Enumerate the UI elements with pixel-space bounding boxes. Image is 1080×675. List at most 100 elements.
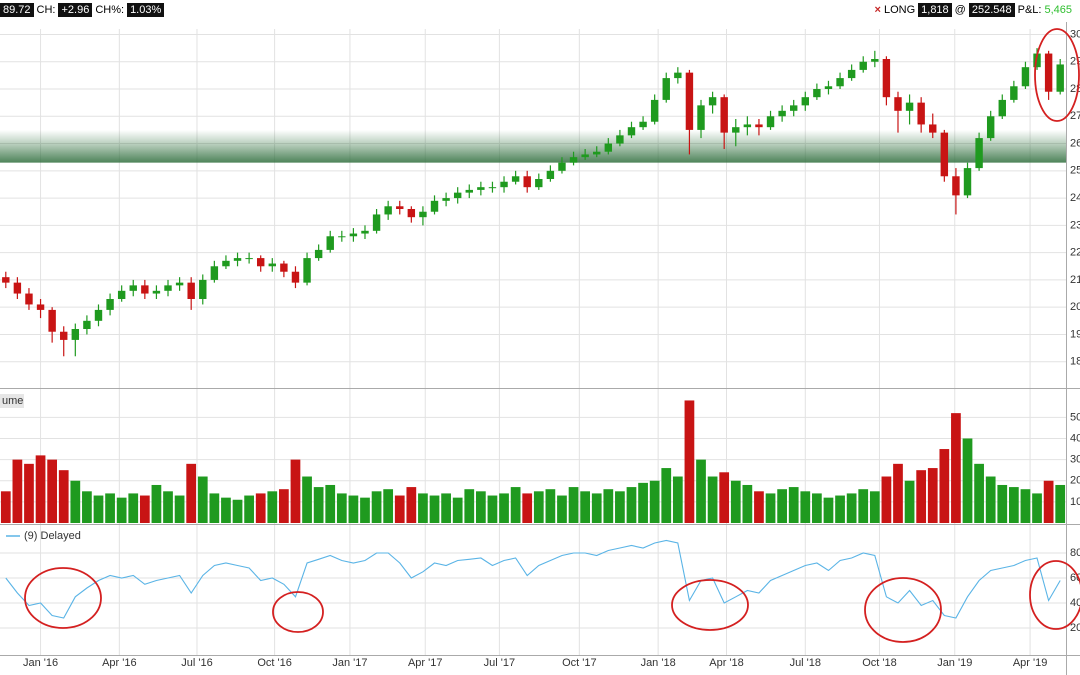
y-tick-label: 200 — [1070, 301, 1080, 313]
volume-bar — [846, 493, 857, 523]
candle-body — [280, 263, 288, 272]
x-tick-label: Jan '16 — [23, 657, 58, 669]
support-zone — [0, 129, 1066, 163]
candle-body — [975, 138, 983, 169]
volume-bar — [638, 482, 648, 523]
candle-body — [106, 299, 114, 310]
candle-body — [511, 176, 520, 182]
candle-body — [1044, 53, 1053, 92]
volume-bar — [730, 480, 741, 523]
legend-label: (9) Delayed — [24, 530, 81, 542]
candle-body — [372, 214, 381, 231]
volume-bar — [858, 489, 869, 523]
x-tick-label: Jul '17 — [484, 657, 515, 669]
candle-body — [569, 157, 578, 163]
volume-bar — [568, 487, 579, 523]
entry-price: 252.548 — [968, 3, 1015, 17]
volume-bar — [649, 480, 660, 523]
x-tick-label: Apr '19 — [1013, 657, 1048, 669]
candle-body — [546, 170, 555, 179]
candle-body — [604, 143, 613, 152]
candle-body — [963, 168, 972, 196]
volume-bar — [939, 449, 950, 523]
volume-bar — [522, 493, 533, 523]
annotation-circle — [671, 579, 749, 631]
candle-body — [256, 258, 265, 267]
change-pct-label: CH%: — [95, 4, 125, 16]
candle-body — [1056, 64, 1064, 92]
volume-bar — [371, 491, 382, 523]
candle-body — [233, 258, 242, 261]
candle-body — [593, 151, 601, 155]
candle-body — [477, 187, 485, 190]
x-tick-label: Apr '16 — [102, 657, 137, 669]
candle-body — [129, 285, 137, 291]
volume-bar — [279, 489, 289, 523]
candle-body — [940, 132, 949, 177]
y-tick-label: 280 — [1070, 83, 1080, 95]
volume-bar — [221, 497, 231, 523]
candle-body — [164, 285, 172, 291]
y-tick-label: 40 — [1070, 597, 1080, 609]
x-tick-label: Jan '18 — [641, 657, 676, 669]
candle-body — [25, 293, 33, 305]
candle-body — [71, 329, 80, 340]
position: LONG — [883, 4, 916, 16]
volume-bar — [626, 487, 637, 523]
volume-bar — [487, 495, 498, 523]
candle-body — [60, 331, 68, 340]
volume-bar — [116, 497, 127, 523]
x-tick-label: Oct '16 — [257, 657, 292, 669]
volume-bar — [742, 484, 753, 523]
volume-bar — [163, 491, 173, 523]
annotation-circle — [1029, 560, 1080, 630]
volume-bar — [1008, 487, 1019, 523]
volume-bar — [174, 495, 185, 523]
candle-body — [500, 181, 508, 188]
y-tick-label: 40 — [1070, 432, 1080, 444]
candle-body — [905, 102, 914, 111]
annotation-circle — [1034, 28, 1080, 122]
volume-bar — [383, 489, 394, 523]
volume-bar — [788, 487, 799, 523]
candle-body — [789, 105, 798, 111]
volume-bar — [835, 495, 845, 523]
candle-body — [778, 110, 786, 117]
annotation-circle — [24, 567, 102, 629]
y-tick-label: 210 — [1070, 274, 1080, 286]
candle-body — [952, 176, 960, 196]
volume-bar — [812, 493, 822, 523]
candle-body — [488, 187, 497, 189]
candle-body — [36, 304, 45, 310]
volume-bar — [302, 476, 312, 523]
toolbar: 89.72 CH: +2.96 CH%: 1.03% × LONG 1,818 … — [0, 0, 1080, 22]
y-tick-label: 10 — [1070, 496, 1080, 508]
candle-body — [743, 124, 752, 128]
volume-bar — [765, 493, 776, 523]
volume-bar — [672, 476, 683, 523]
volume-bar — [881, 476, 892, 523]
candle-body — [48, 309, 56, 332]
volume-bar — [684, 400, 695, 523]
volume-bar — [128, 493, 139, 523]
volume-bar — [267, 491, 278, 523]
volume-bar — [603, 489, 614, 523]
close-position[interactable]: × — [874, 4, 881, 16]
indicator-line — [5, 539, 1061, 619]
volume-bar — [615, 491, 625, 523]
y-tick-label: 300 — [1070, 28, 1080, 40]
volume-bar — [105, 493, 115, 523]
volume-bar — [893, 463, 903, 523]
volume-bar — [777, 489, 787, 523]
candle-body — [766, 116, 775, 128]
candle-body — [894, 97, 902, 111]
candle-body — [813, 89, 821, 98]
volume-bar — [1032, 493, 1042, 523]
candle-body — [453, 192, 462, 199]
volume-bar — [464, 489, 475, 523]
volume-bar — [962, 438, 973, 523]
y-tick-label: 220 — [1070, 247, 1080, 259]
y-tick-label: 260 — [1070, 137, 1080, 149]
candle-body — [1021, 67, 1030, 87]
